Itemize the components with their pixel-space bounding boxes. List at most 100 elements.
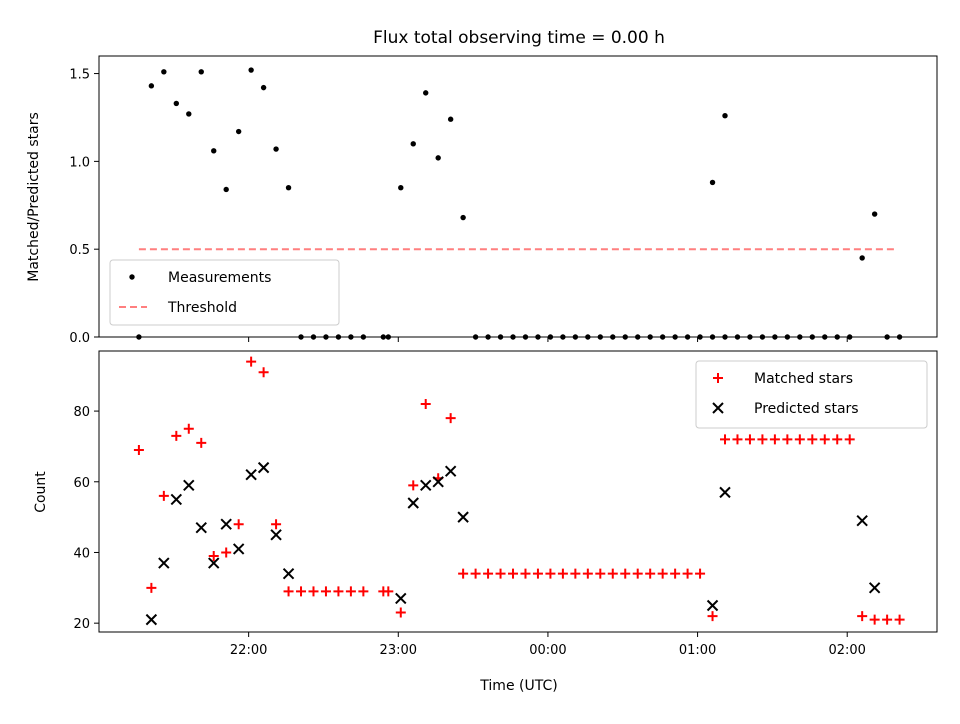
- matched-stars-point: [894, 614, 905, 625]
- count-legend: Matched stars Predicted stars: [695, 360, 928, 429]
- plot-frame: [98, 55, 938, 338]
- matched-stars-point: [258, 367, 269, 378]
- y-tick-label: 1.5: [69, 68, 90, 83]
- y-tick-label: 1.0: [69, 155, 90, 170]
- predicted-stars-point: [706, 599, 719, 612]
- matched-stars-point: [732, 434, 743, 445]
- matched-stars-point: [158, 490, 169, 501]
- measurements-point: [859, 255, 865, 261]
- matched-stars-point: [171, 430, 182, 441]
- legend-predicted-stars-swatch: [712, 402, 724, 414]
- matched-stars-point: [707, 611, 718, 622]
- matched-stars-point: [595, 568, 606, 579]
- predicted-stars-point: [270, 529, 282, 541]
- x-axis-label: Time (UTC): [479, 678, 557, 694]
- measurements-point: [186, 111, 192, 117]
- matched-stars-point: [333, 586, 344, 597]
- y-tick-label: 60: [73, 476, 90, 491]
- matched-stars-point: [470, 568, 481, 579]
- matched-stars-point: [545, 568, 556, 579]
- matched-stars-point: [819, 434, 830, 445]
- matched-stars-point: [832, 434, 843, 445]
- matched-stars-point: [408, 480, 419, 491]
- matched-stars-point: [869, 614, 880, 625]
- matched-stars-point: [196, 437, 207, 448]
- matched-stars-point: [769, 434, 780, 445]
- predicted-stars-point: [232, 543, 245, 555]
- predicted-stars-point: [158, 557, 170, 569]
- predicted-stars-point: [719, 486, 731, 499]
- matched-stars-point: [882, 614, 893, 625]
- measurements-point: [285, 185, 292, 191]
- predicted-stars-point: [868, 582, 881, 594]
- matched-stars-point: [620, 568, 631, 579]
- matched-stars-point: [133, 444, 144, 455]
- measurements-point: [211, 148, 217, 154]
- matched-stars-point: [296, 586, 307, 597]
- measurements-point: [447, 116, 454, 122]
- matched-stars-point: [358, 586, 369, 597]
- measurements-point: [435, 155, 441, 161]
- ratio-panel: 0.0 0.5 1.0 1.5 Measurements Threshold: [69, 55, 938, 346]
- bottom-y-axis-label: Count: [33, 471, 49, 513]
- matched-stars-point: [383, 586, 394, 597]
- count-panel: 20 40 60 80 22:00 23:00 00:00 01:00 02:00 Matched…: [73, 350, 938, 658]
- matched-stars-point: [570, 568, 581, 579]
- x-tick-label: 00:00: [529, 643, 566, 658]
- predicted-stars-point: [145, 613, 158, 626]
- matched-stars-point: [420, 399, 431, 410]
- matched-stars-point: [607, 568, 618, 579]
- matched-stars-point: [345, 586, 356, 597]
- predicted-stars-point: [257, 461, 270, 474]
- matched-stars-point: [183, 423, 194, 434]
- predicted-stars-point: [282, 567, 295, 580]
- x-tick-label: 01:00: [679, 643, 716, 658]
- matched-stars-point: [744, 434, 755, 445]
- measurements-point: [248, 67, 254, 73]
- matched-stars-point: [320, 586, 331, 597]
- measurements-point: [173, 100, 180, 107]
- matched-stars-point: [670, 568, 681, 579]
- matched-stars-point: [508, 568, 519, 579]
- predicted-stars-point: [195, 522, 207, 534]
- matched-stars-point: [458, 568, 469, 579]
- measurements-point: [410, 141, 416, 147]
- measurements-point: [273, 146, 279, 152]
- matched-stars-point: [495, 568, 506, 579]
- x-tick-label: 22:00: [230, 643, 267, 658]
- predicted-stars-point: [432, 476, 444, 488]
- predicted-stars-point: [220, 518, 232, 530]
- matched-stars-point: [208, 551, 219, 562]
- matched-stars-point: [146, 582, 157, 593]
- matched-stars-point: [632, 568, 643, 579]
- matched-stars-point: [233, 519, 244, 530]
- legend-box: [109, 259, 340, 326]
- ratio-legend: Measurements Threshold: [109, 259, 340, 326]
- matched-stars-point: [720, 434, 731, 445]
- predicted-stars-point: [444, 465, 457, 477]
- predicted-stars-point: [420, 479, 432, 492]
- measurements-point: [223, 186, 229, 193]
- legend-matched-stars-label: Matched stars: [754, 371, 853, 387]
- predicted-stars-point: [395, 592, 407, 605]
- matched-stars-point: [221, 547, 232, 558]
- y-tick-label: 0.5: [69, 243, 90, 258]
- measurements-point: [460, 214, 466, 221]
- matched-stars-point: [271, 519, 282, 530]
- measurements-point: [398, 185, 404, 191]
- measurements-point: [709, 179, 716, 186]
- y-tick-label: 40: [73, 546, 90, 561]
- predicted-stars-point: [245, 469, 257, 481]
- predicted-stars-point: [457, 511, 469, 523]
- legend-measurements-swatch: [129, 274, 135, 280]
- measurements-point: [260, 84, 267, 91]
- matched-stars-point: [395, 607, 406, 618]
- matched-stars-point: [483, 568, 494, 579]
- matched-stars-point: [445, 413, 456, 424]
- y-tick-label: 20: [73, 617, 90, 632]
- legend-predicted-stars-label: Predicted stars: [754, 401, 859, 417]
- legend-box: [695, 360, 928, 429]
- x-tick-label: 23:00: [380, 643, 417, 658]
- measurements-point: [161, 69, 167, 75]
